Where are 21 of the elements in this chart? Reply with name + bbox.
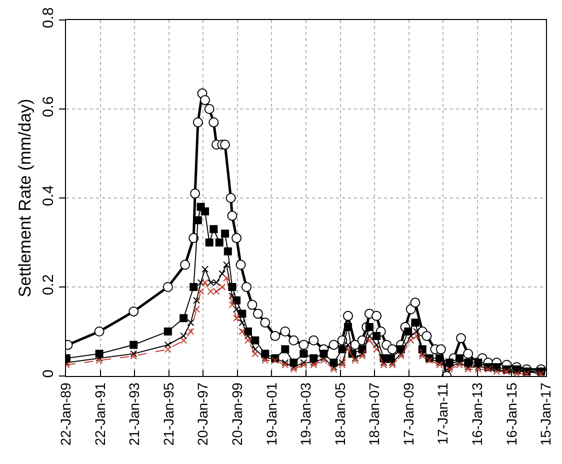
y-tick-label: 0.8: [40, 7, 57, 28]
x-tick-label: 20-Jan-99: [228, 382, 245, 446]
x-tick-label: 22-Jan-89: [58, 382, 74, 446]
x-tick-label: 18-Jan-07: [366, 382, 382, 446]
x-tick-label: 19-Jan-03: [298, 382, 314, 446]
y-axis-title: Settlement Rate (mm/day): [16, 98, 35, 298]
x-tick-label: 17-Jan-09: [400, 382, 416, 446]
x-tick-label: 18-Jan-05: [332, 382, 348, 446]
y-tick-label: 0.6: [40, 96, 57, 118]
x-tick-label: 21-Jan-95: [160, 382, 176, 446]
y-tick-label: 0.4: [40, 185, 57, 206]
x-tick-label: 17-Jan-11: [434, 382, 451, 445]
x-tick-label: 15-Jan-17: [538, 382, 554, 446]
x-tick-label: 22-Jan-91: [92, 382, 108, 446]
y-tick-label: 0: [40, 370, 57, 378]
x-tick-label: 16-Jan-15: [503, 382, 520, 446]
y-tick-label: 0.2: [40, 274, 57, 296]
x-tick-label: 21-Jan-93: [126, 382, 142, 446]
x-tick-label: 20-Jan-97: [194, 382, 211, 446]
x-tick-label: 19-Jan-01: [263, 382, 280, 446]
x-tick-label: 16-Jan-13: [468, 382, 485, 446]
